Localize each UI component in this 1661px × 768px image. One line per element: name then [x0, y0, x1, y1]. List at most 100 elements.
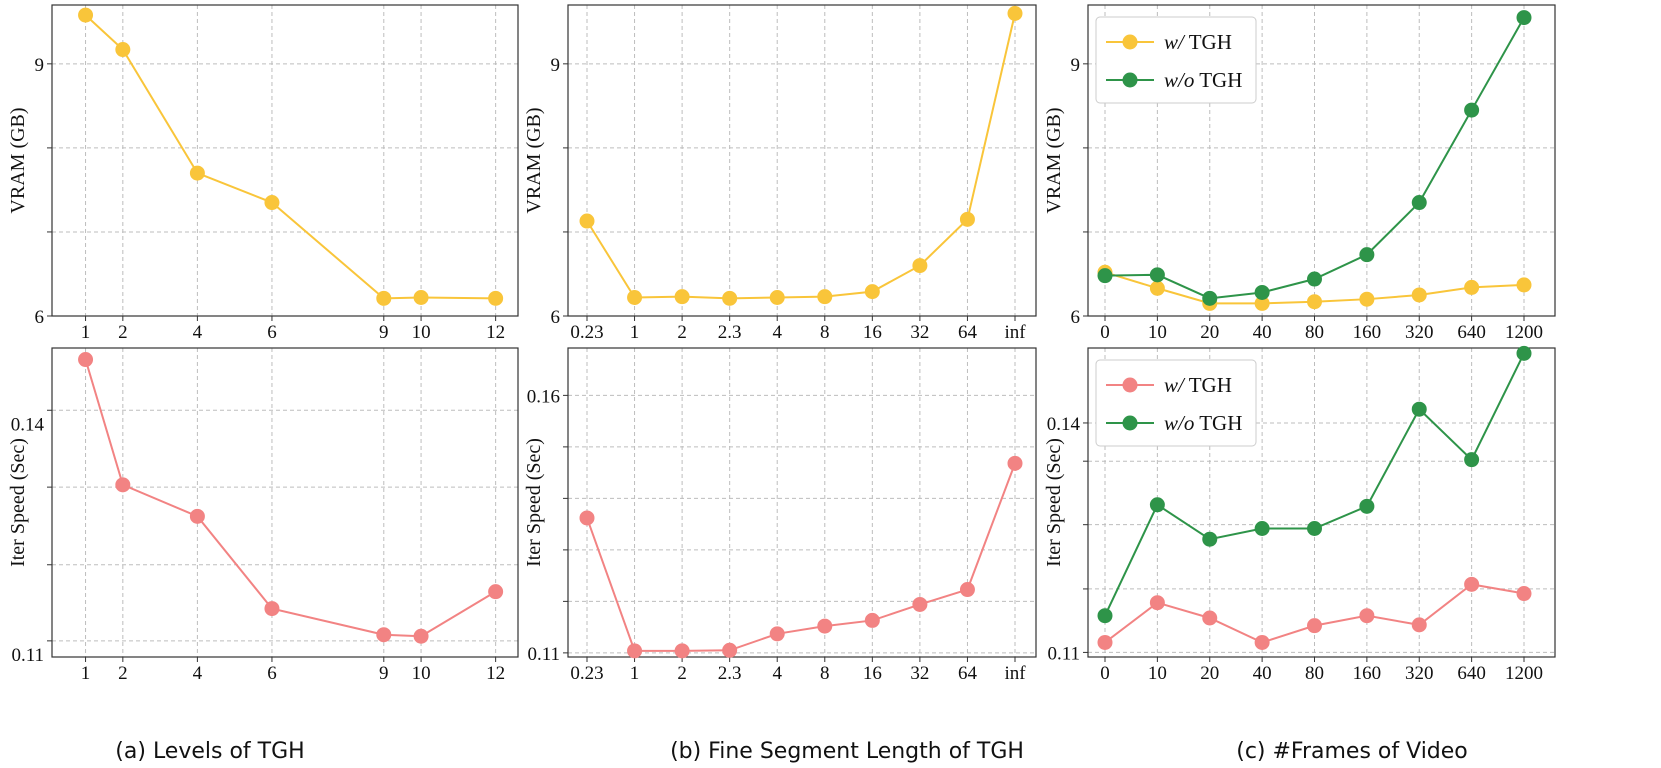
- legend-label-italic: w/: [1164, 30, 1186, 54]
- x-tick-label: 4: [193, 663, 203, 684]
- data-point: [722, 290, 738, 306]
- data-point: [1307, 294, 1322, 310]
- plot-frame: [1087, 347, 1556, 658]
- x-tick-label: 10: [1148, 663, 1167, 684]
- data-point: [1464, 279, 1480, 295]
- x-tick-label: 32: [910, 663, 929, 684]
- y-tick-label: 0.11: [1047, 643, 1080, 664]
- data-point: [1254, 521, 1270, 537]
- x-tick-label: 2: [677, 663, 687, 684]
- data-point: [1516, 345, 1532, 361]
- y-axis-label: Iter Speed (Sec): [523, 438, 545, 567]
- data-point: [627, 643, 643, 659]
- data-point: [264, 195, 280, 211]
- legend-label-rest: TGH: [1194, 411, 1242, 435]
- y-tick-label: 0.16: [527, 386, 560, 407]
- data-point: [912, 596, 928, 612]
- x-tick-label: inf: [1004, 663, 1026, 684]
- x-tick-label: 1: [81, 663, 91, 684]
- plot-frame: [567, 4, 1037, 317]
- plot-frame: [567, 347, 1037, 658]
- x-tick-label: 0.23: [570, 663, 603, 684]
- legend-marker: [1122, 34, 1138, 50]
- data-point: [115, 477, 131, 493]
- x-tick-label: 6: [267, 663, 277, 684]
- x-tick-label: 320: [1405, 663, 1434, 684]
- x-tick-label: 160: [1353, 322, 1382, 343]
- x-tick-label: 1: [81, 322, 91, 343]
- data-point: [78, 352, 94, 368]
- data-point: [1097, 608, 1113, 624]
- data-point: [189, 508, 205, 524]
- data-point: [959, 211, 975, 227]
- x-tick-label: 640: [1457, 322, 1486, 343]
- x-tick-label: 10: [1148, 322, 1167, 343]
- data-point: [376, 290, 392, 306]
- x-tick-label: 640: [1457, 663, 1486, 684]
- x-tick-label: 64: [958, 663, 978, 684]
- data-point: [376, 627, 392, 643]
- data-point: [579, 213, 595, 229]
- y-axis-label: VRAM (GB): [7, 107, 29, 213]
- x-tick-label: 1200: [1505, 322, 1543, 343]
- panel-b-vram: 0.23 1 2 2.3 4 8 16 32 64 inf 6 9 VRAM (GB): [523, 4, 1037, 343]
- data-point: [864, 612, 880, 628]
- series-line-0: [586, 463, 1016, 652]
- x-tick-label: 160: [1353, 663, 1382, 684]
- x-tick-label: 16: [863, 663, 882, 684]
- data-point: [1149, 595, 1165, 611]
- caption-a: (a) Levels of TGH: [115, 739, 304, 764]
- panel-b-speed: 0.23 1 2 2.3 4 8 16 32 64 inf 0.11 0.16 Iter Speed (…: [523, 347, 1037, 684]
- data-point: [115, 42, 131, 58]
- x-tick-label: 4: [772, 663, 782, 684]
- x-tick-label: inf: [1004, 322, 1026, 343]
- x-tick-label: 2: [118, 663, 128, 684]
- data-point: [1359, 291, 1375, 307]
- data-point: [627, 290, 643, 306]
- y-tick-label: 9: [1071, 55, 1081, 76]
- y-tick-label: 0.11: [11, 645, 44, 666]
- series-line-0: [84, 14, 496, 300]
- y-tick-label: 6: [551, 307, 561, 328]
- data-point: [264, 601, 280, 617]
- x-tick-label: 8: [820, 663, 830, 684]
- legend-marker: [1122, 72, 1138, 88]
- x-tick-label: 80: [1305, 322, 1324, 343]
- data-point: [1307, 618, 1322, 634]
- data-point: [769, 290, 785, 306]
- caption-c: (c) #Frames of Video: [1236, 739, 1468, 764]
- data-point: [78, 7, 94, 23]
- data-point: [1254, 634, 1270, 650]
- x-tick-label: 2: [677, 322, 687, 343]
- data-point: [1202, 290, 1218, 306]
- x-tick-label: 2.3: [718, 322, 742, 343]
- legend-label: w/o TGH: [1164, 68, 1242, 92]
- x-tick-label: 80: [1305, 663, 1324, 684]
- data-point: [1516, 586, 1532, 602]
- legend-label: w/ TGH: [1164, 373, 1232, 397]
- data-point: [1149, 267, 1165, 283]
- legend-marker: [1122, 415, 1138, 431]
- x-tick-label: 1200: [1505, 663, 1543, 684]
- data-point: [1464, 452, 1480, 468]
- series-line-0: [586, 13, 1016, 300]
- x-tick-label: 8: [820, 322, 830, 343]
- y-tick-label: 0.11: [527, 644, 560, 665]
- y-axis-label: VRAM (GB): [523, 107, 545, 213]
- panel-c-speed: 0 10 20 40 80 160 320 640 1200 0.11 0.14 Iter Speed…: [1043, 345, 1556, 684]
- series-line-0: [84, 359, 497, 638]
- plot-frame: [51, 4, 519, 317]
- data-point: [1516, 277, 1532, 293]
- x-tick-label: 2.3: [718, 663, 742, 684]
- data-point: [413, 628, 429, 644]
- data-point: [488, 290, 504, 306]
- data-point: [579, 510, 595, 526]
- x-tick-label: 40: [1253, 322, 1272, 343]
- caption-b: (b) Fine Segment Length of TGH: [670, 739, 1024, 764]
- x-tick-label: 40: [1253, 663, 1272, 684]
